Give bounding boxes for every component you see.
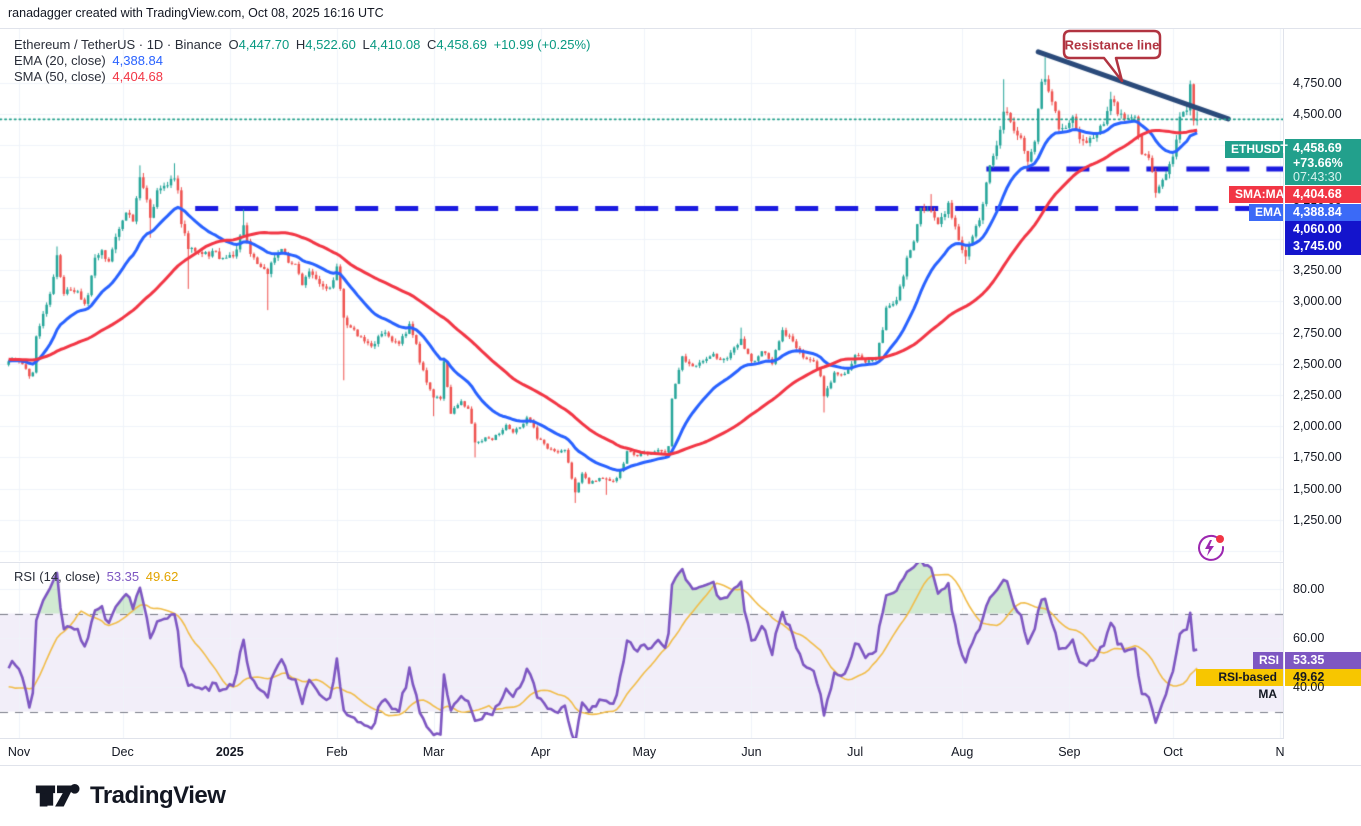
time-axis-label[interactable]: 2025 <box>215 745 244 759</box>
price-tick-label: 1,500.00 <box>1293 481 1342 496</box>
time-axis-label[interactable]: Oct <box>1163 745 1183 759</box>
symbol-axis-tag: ETHUSDT <box>1225 141 1288 158</box>
rsi-tick-label: 40.00 <box>1293 680 1325 694</box>
price-tick-label: 3,250.00 <box>1293 263 1342 278</box>
time-scale[interactable]: Nov Dec 2025 Feb Mar Apr May Jun Jul Aug Sep Oct N <box>0 739 1361 766</box>
close-label: C <box>426 37 437 52</box>
sma-value: 4,404.68 <box>112 69 163 84</box>
price-chart-canvas[interactable] <box>0 29 1283 561</box>
time-axis-label[interactable]: Aug <box>951 745 974 759</box>
last-price-value: 4,458.69 <box>1293 141 1342 155</box>
price-tick-label: 2,750.00 <box>1293 325 1342 340</box>
panel-divider[interactable] <box>0 562 1361 563</box>
sma-price-badge: 4,404.68 <box>1285 186 1361 203</box>
low-value: 4,410.08 <box>369 37 421 52</box>
tradingview-logo-text: TradingView <box>90 782 226 809</box>
time-axis-label[interactable]: Mar <box>422 745 445 759</box>
rsi-chart-canvas[interactable] <box>0 563 1283 739</box>
rsi-value-badge: 53.35 <box>1285 652 1361 669</box>
low-label: L <box>362 37 370 52</box>
ema-label: EMA (20, close) <box>14 53 106 68</box>
price-scale-axis[interactable]: USDT 4,750.004,500.004,250.004,000.003,7… <box>1283 29 1361 766</box>
high-value: 4,522.60 <box>305 37 356 52</box>
time-axis-label[interactable]: Feb <box>326 745 348 759</box>
level-3745-badge: 3,745.00 <box>1285 237 1361 255</box>
last-price-badge: 4,458.69 +73.66% 07:43:30 <box>1285 139 1361 185</box>
price-tick-label: 3,000.00 <box>1293 294 1342 309</box>
sma-label: SMA (50, close) <box>14 69 106 84</box>
rsi-legend-row[interactable]: RSI (14, close) 53.35 49.62 <box>14 569 181 584</box>
time-axis-label[interactable]: Apr <box>530 745 551 759</box>
sma-legend-row[interactable]: SMA (50, close) 4,404.68 <box>14 69 166 84</box>
close-value: 4,458.69 <box>436 37 487 52</box>
resistance-callout[interactable] <box>1062 29 1162 83</box>
annotation-overlay: Resistance line <box>1062 29 1225 561</box>
price-tick-label: 2,500.00 <box>1293 356 1342 371</box>
ema-legend-row[interactable]: EMA (20, close) 4,388.84 <box>14 53 166 68</box>
rsi-axis-tag: RSI <box>1253 652 1283 669</box>
footer: TradingView <box>0 765 1361 826</box>
price-tick-label: 1,750.00 <box>1293 450 1342 465</box>
ema-price-badge: 4,388.84 <box>1285 203 1361 221</box>
symbol-title: Ethereum / TetherUS · 1D · Binance <box>14 37 222 52</box>
time-axis-label[interactable]: May <box>632 745 657 759</box>
ema-axis-tag: EMA <box>1249 203 1283 221</box>
rsi-tick-label: 60.00 <box>1293 631 1325 645</box>
rsi-label: RSI (14, close) <box>14 569 100 584</box>
open-value: 4,447.70 <box>238 37 290 52</box>
price-tick-label: 4,750.00 <box>1293 76 1342 90</box>
change-value: +10.99 (+0.25%) <box>493 37 591 52</box>
rsi-ma-legend-value: 49.62 <box>145 569 179 584</box>
price-tick-label: 1,250.00 <box>1293 512 1342 527</box>
rsi-legend-value: 53.35 <box>106 569 140 584</box>
chart-frame: Ethereum / TetherUS · 1D · Binance O4,44… <box>0 28 1361 766</box>
rsi-ma-value-badge: 49.62 <box>1285 669 1361 686</box>
sma-axis-tag: SMA:MA <box>1229 186 1284 203</box>
price-tick-label: 2,250.00 <box>1293 388 1342 402</box>
change-percent-value: +73.66% <box>1293 155 1343 170</box>
resistance-callout-label: Resistance line <box>1065 38 1160 53</box>
symbol-legend-row[interactable]: Ethereum / TetherUS · 1D · Binance O4,44… <box>14 37 593 52</box>
price-tick-label: 4,500.00 <box>1293 107 1342 122</box>
time-axis-label[interactable]: Jun <box>741 745 762 759</box>
bar-countdown: 07:43:30 <box>1293 170 1342 184</box>
level-4060-badge: 4,060.00 <box>1285 220 1361 238</box>
attribution-watermark: ranadagger created with TradingView.com,… <box>8 6 384 20</box>
tradingview-logo-icon <box>35 784 80 807</box>
rsi-ma-axis-tag: RSI-based MA <box>1196 669 1283 701</box>
time-axis-label[interactable]: Jul <box>847 745 864 759</box>
flash-ideas-icon[interactable] <box>1198 534 1225 561</box>
open-label: O <box>228 37 239 52</box>
rsi-tick-label: 80.00 <box>1293 582 1325 596</box>
time-axis-divider <box>0 738 1361 739</box>
high-label: H <box>295 37 306 52</box>
price-tick-label: 2,000.00 <box>1293 419 1342 434</box>
time-axis-label[interactable]: Sep <box>1058 745 1081 759</box>
notification-dot <box>1216 535 1224 543</box>
time-axis-label[interactable]: Dec <box>111 745 134 759</box>
time-axis-label[interactable]: N <box>1275 745 1285 759</box>
tradingview-logo[interactable]: TradingView <box>34 779 226 813</box>
time-axis-label[interactable]: Nov <box>7 745 31 759</box>
ema-value: 4,388.84 <box>112 53 163 68</box>
